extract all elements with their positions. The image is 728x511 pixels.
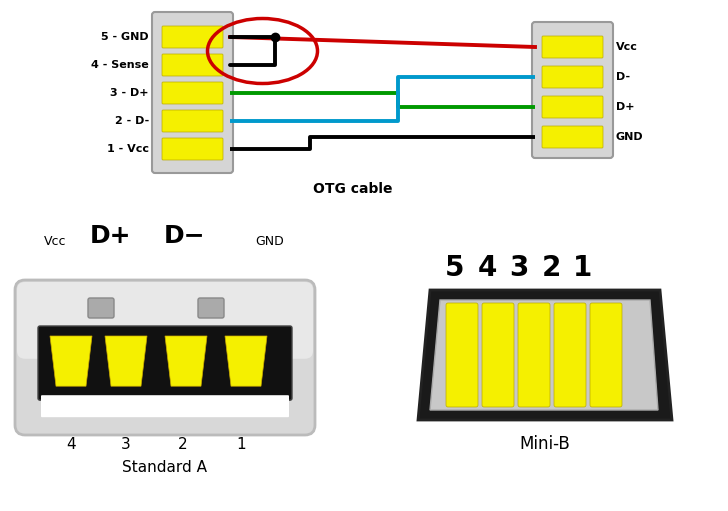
Text: Vcc: Vcc [616, 42, 638, 52]
FancyBboxPatch shape [532, 22, 613, 158]
FancyBboxPatch shape [152, 12, 233, 173]
Polygon shape [50, 336, 92, 386]
Text: 3: 3 [121, 437, 131, 452]
FancyBboxPatch shape [198, 298, 224, 318]
FancyBboxPatch shape [446, 303, 478, 407]
Text: 1: 1 [236, 437, 246, 452]
FancyBboxPatch shape [41, 395, 289, 417]
Text: D+: D+ [90, 224, 131, 248]
FancyBboxPatch shape [590, 303, 622, 407]
FancyBboxPatch shape [542, 66, 603, 88]
FancyBboxPatch shape [518, 303, 550, 407]
FancyBboxPatch shape [482, 303, 514, 407]
Text: 2: 2 [542, 254, 561, 282]
FancyBboxPatch shape [162, 110, 223, 132]
FancyBboxPatch shape [554, 303, 586, 407]
Text: GND: GND [616, 132, 644, 142]
Text: 2: 2 [178, 437, 188, 452]
Text: D-: D- [616, 72, 630, 82]
Text: OTG cable: OTG cable [313, 182, 392, 196]
Text: Vcc: Vcc [44, 235, 66, 248]
Polygon shape [165, 336, 207, 386]
FancyBboxPatch shape [162, 82, 223, 104]
Text: 1 - Vcc: 1 - Vcc [107, 144, 149, 154]
Text: Standard A: Standard A [122, 460, 207, 475]
Text: GND: GND [256, 235, 285, 248]
FancyBboxPatch shape [17, 282, 313, 359]
FancyBboxPatch shape [162, 54, 223, 76]
Text: 3 - D+: 3 - D+ [111, 88, 149, 98]
Polygon shape [225, 336, 267, 386]
Polygon shape [418, 290, 672, 420]
FancyBboxPatch shape [162, 138, 223, 160]
Text: 4 - Sense: 4 - Sense [91, 60, 149, 70]
FancyBboxPatch shape [542, 96, 603, 118]
Text: D+: D+ [616, 102, 635, 112]
Text: D−: D− [165, 224, 206, 248]
Text: 4: 4 [66, 437, 76, 452]
FancyBboxPatch shape [542, 126, 603, 148]
Text: 2 - D-: 2 - D- [115, 116, 149, 126]
FancyBboxPatch shape [542, 36, 603, 58]
Text: Mini-B: Mini-B [520, 435, 570, 453]
Polygon shape [105, 336, 147, 386]
Polygon shape [430, 300, 658, 410]
FancyBboxPatch shape [162, 26, 223, 48]
FancyBboxPatch shape [15, 280, 315, 435]
Text: 5 - GND: 5 - GND [101, 32, 149, 42]
FancyBboxPatch shape [88, 298, 114, 318]
Text: 4: 4 [478, 254, 496, 282]
FancyBboxPatch shape [38, 326, 292, 400]
Text: 3: 3 [510, 254, 529, 282]
Text: 5: 5 [446, 254, 464, 282]
Text: 1: 1 [574, 254, 593, 282]
